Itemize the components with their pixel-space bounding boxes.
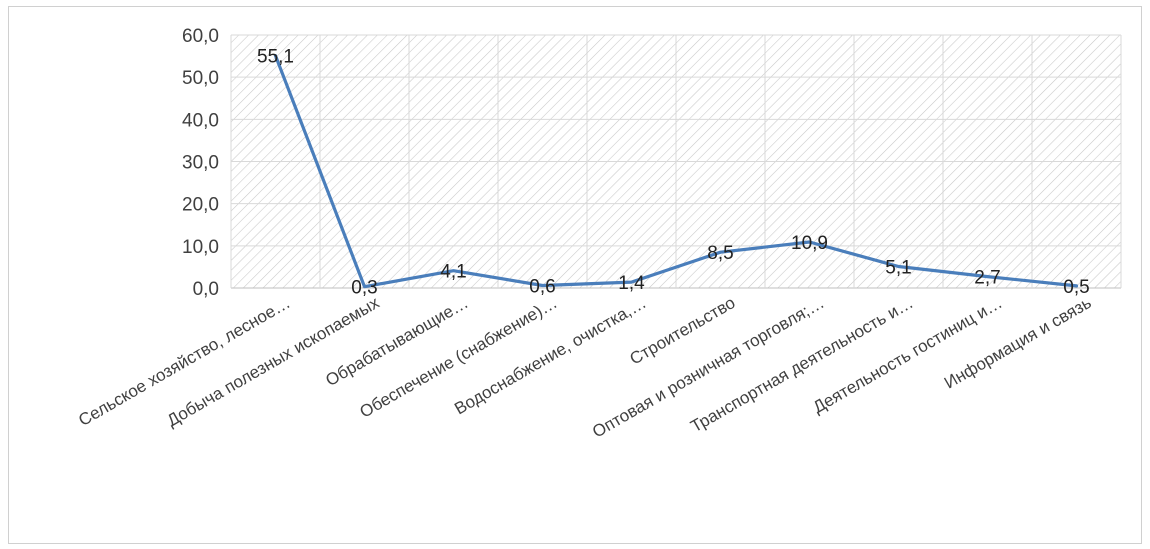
data-label: 2,7: [974, 268, 1000, 289]
y-tick-label: 50,0: [182, 68, 219, 89]
y-tick-label: 60,0: [182, 26, 219, 47]
data-label: 10,9: [791, 233, 828, 254]
gridlines: [230, 34, 1122, 289]
data-label: 55,1: [257, 47, 294, 68]
data-label: 5,1: [885, 257, 911, 278]
x-axis-categories: Сельское хозяйство, лесное…Добыча полезн…: [75, 293, 1094, 442]
data-label: 1,4: [618, 273, 645, 294]
y-tick-label: 40,0: [182, 110, 219, 131]
line-chart: 0,0 10,0 20,0 30,0 40,0 50,0 60,0 Сельское хоз…: [75, 26, 1122, 442]
data-label: 0,5: [1063, 277, 1089, 298]
y-tick-label: 10,0: [182, 237, 219, 258]
y-tick-label: 0,0: [193, 279, 219, 300]
chart-frame: 0,0 10,0 20,0 30,0 40,0 50,0 60,0 Сельское хоз…: [8, 6, 1142, 544]
data-label: 4,1: [440, 262, 466, 283]
data-labels: 55,1 0,3 4,1 0,6 1,4 8,5 10,9 5,1 2,7 0,5: [257, 47, 1090, 299]
x-category-label: Обрабатывающие…: [322, 293, 471, 390]
x-category-label: Информация и связь: [941, 293, 1095, 393]
data-label: 8,5: [707, 243, 733, 264]
series-line: [273, 54, 1079, 289]
data-label: 0,3: [351, 278, 377, 299]
y-tick-label: 20,0: [182, 195, 219, 216]
y-tick-label: 30,0: [182, 153, 219, 174]
data-label: 0,6: [529, 276, 555, 297]
y-axis-ticks: 0,0 10,0 20,0 30,0 40,0 50,0 60,0: [182, 26, 219, 300]
